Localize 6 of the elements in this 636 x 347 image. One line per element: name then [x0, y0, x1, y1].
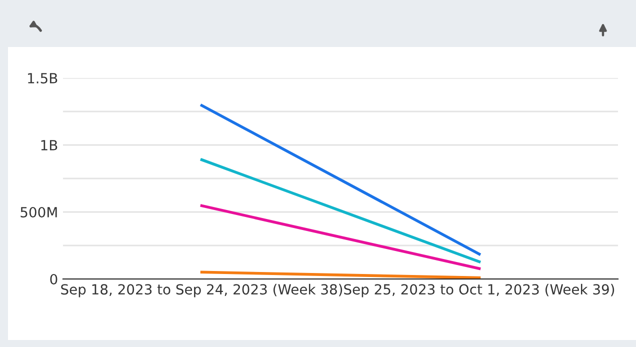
y-tick-label: 500M	[20, 206, 57, 218]
y-tick-label: 1B	[41, 140, 58, 150]
y-tick-label: 1.5B	[28, 73, 58, 84]
y-tick-label: 0	[50, 274, 58, 284]
x-tick-label: Sep 25, 2023 to Oct 1, 2023 (Week 39)	[344, 284, 614, 298]
x-tick-label: Sep 18, 2023 to Sep 24, 2023 (Week 38)	[61, 284, 342, 298]
